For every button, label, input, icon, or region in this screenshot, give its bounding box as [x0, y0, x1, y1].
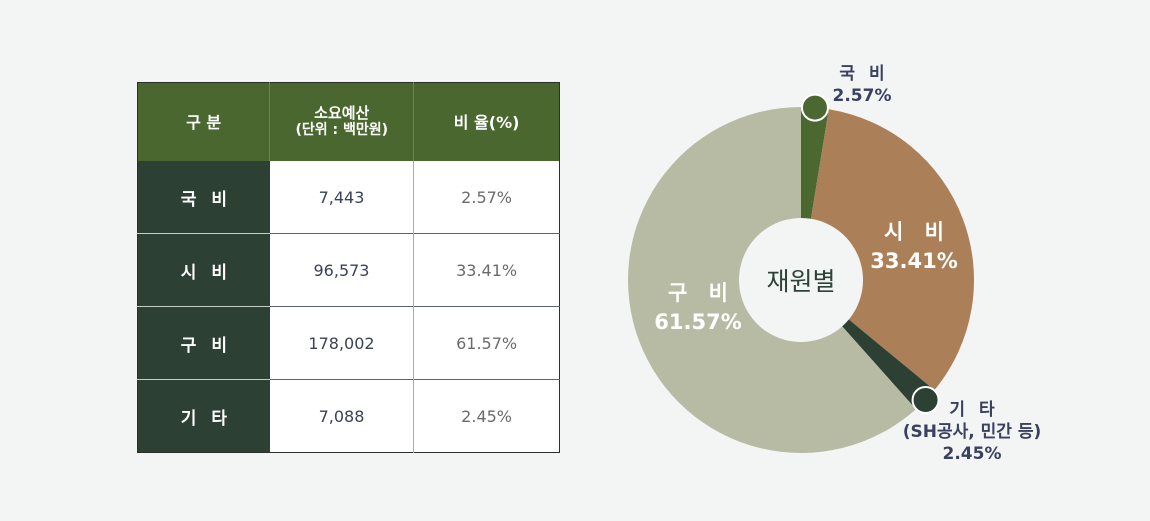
- row-ratio: 2.57%: [413, 161, 560, 234]
- row-ratio: 33.41%: [413, 233, 560, 307]
- label-sibi: 시 비 33.41%: [870, 218, 957, 276]
- slice-gita[interactable]: [842, 319, 935, 410]
- header-budget-title: 소요예산: [314, 104, 370, 122]
- row-category: 시 비: [137, 233, 270, 307]
- table-row: 기 타 7,088 2.45%: [137, 379, 560, 453]
- row-ratio: 2.45%: [413, 379, 560, 453]
- header-budget: 소요예산 (단위 : 백만원): [269, 82, 415, 161]
- slice-gubi[interactable]: [628, 107, 916, 453]
- row-budget: 7,088: [269, 379, 415, 453]
- header-budget-unit: (단위 : 백만원): [295, 122, 389, 138]
- header-category: 구 분: [137, 82, 271, 161]
- label-gubi-value: 61.57%: [654, 310, 742, 334]
- row-category: 기 타: [137, 379, 270, 453]
- slice-sibi[interactable]: [810, 109, 974, 391]
- slice-markers: [800, 93, 940, 415]
- label-gita-name: 기 타: [949, 400, 995, 420]
- table-header-row: 구 분 소요예산 (단위 : 백만원) 비 율(%): [137, 82, 560, 161]
- row-category: 구 비: [137, 306, 270, 380]
- table-row: 국 비 7,443 2.57%: [137, 161, 560, 234]
- table-row: 구 비 178,002 61.57%: [137, 306, 560, 380]
- label-gukbi-name: 국 비: [839, 64, 885, 84]
- label-gubi-name: 구 비: [668, 281, 728, 305]
- marker-gukbi-dot-icon: [800, 93, 829, 122]
- row-budget: 178,002: [269, 306, 415, 380]
- header-ratio: 비 율(%): [413, 82, 560, 161]
- donut-slices: [628, 107, 974, 453]
- marker-gita-dot-icon: [911, 386, 940, 415]
- label-gukbi: 국 비 2.57%: [833, 63, 892, 107]
- budget-table: 구 분 소요예산 (단위 : 백만원) 비 율(%) 국 비 7,443 2.5…: [137, 82, 560, 453]
- label-gita-value: 2.45%: [942, 444, 1002, 464]
- row-ratio: 61.57%: [413, 306, 560, 380]
- label-sibi-value: 33.41%: [870, 249, 958, 273]
- label-gukbi-value: 2.57%: [832, 86, 892, 106]
- chart-center-title: 재원별: [766, 267, 836, 296]
- label-gubi: 구 비 61.57%: [654, 279, 741, 337]
- row-budget: 96,573: [269, 233, 415, 307]
- label-gita: 기 타 (SH공사, 민간 등) 2.45%: [903, 399, 1042, 465]
- table-row: 시 비 96,573 33.41%: [137, 233, 560, 307]
- label-sibi-name: 시 비: [884, 220, 944, 244]
- label-gita-sublabel: (SH공사, 민간 등): [902, 422, 1042, 442]
- slice-gukbi[interactable]: [801, 107, 829, 219]
- row-category: 국 비: [137, 161, 270, 234]
- row-budget: 7,443: [269, 161, 415, 234]
